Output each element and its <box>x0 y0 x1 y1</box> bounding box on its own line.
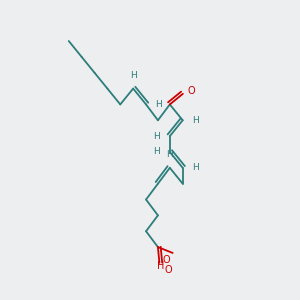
Text: H: H <box>192 116 199 125</box>
Text: O: O <box>162 255 170 265</box>
Text: O: O <box>188 86 196 96</box>
Text: O: O <box>164 265 172 275</box>
Text: H: H <box>154 148 160 157</box>
Text: H: H <box>130 71 136 80</box>
Text: H: H <box>192 163 199 172</box>
Text: H: H <box>154 132 160 141</box>
Text: H: H <box>166 151 173 160</box>
Text: H: H <box>155 100 162 109</box>
Text: H: H <box>158 261 165 271</box>
